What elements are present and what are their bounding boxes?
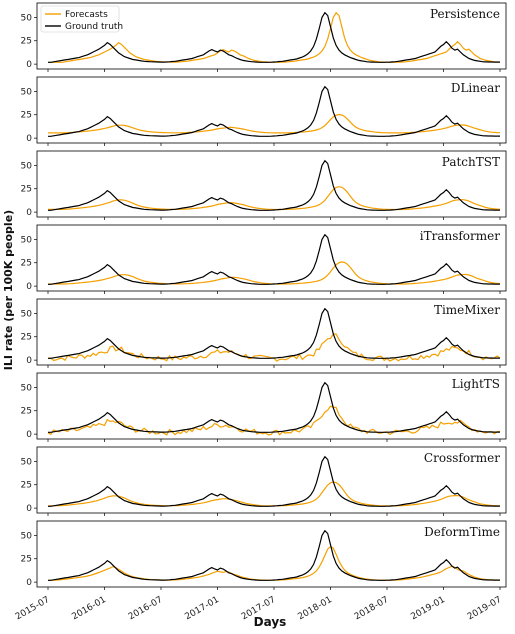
x-tick-label: 2015-07 bbox=[14, 595, 52, 622]
ground-truth-series-line bbox=[48, 307, 500, 359]
panel-title: TimeMixer bbox=[434, 303, 500, 317]
y-tick-label: 50 bbox=[21, 309, 33, 319]
panel-frame bbox=[36, 2, 507, 70]
y-tick-label: 50 bbox=[21, 531, 33, 541]
ground-truth-series-line bbox=[48, 159, 500, 211]
y-tick-label: 25 bbox=[21, 37, 32, 47]
y-tick-label: 50 bbox=[21, 383, 33, 393]
panel-frame bbox=[36, 520, 507, 588]
panel-title: iTransformer bbox=[420, 229, 501, 243]
y-tick-label: 0 bbox=[26, 356, 32, 366]
forecast-series-line bbox=[48, 113, 501, 134]
ground-truth-series-line bbox=[48, 11, 500, 63]
y-tick-label: 25 bbox=[21, 407, 32, 417]
panel-1: 0 25 50 DLinear bbox=[21, 76, 507, 146]
panel-6: 0 25 50 Crossformer bbox=[21, 446, 507, 516]
legend-entry: Ground truth bbox=[65, 22, 123, 32]
panels-group: 0 25 50 Persistence Forecasts Ground truth 0 25… bbox=[14, 2, 507, 622]
y-tick-label: 0 bbox=[26, 282, 32, 292]
y-tick-label: 50 bbox=[21, 457, 33, 467]
panel-title: PatchTST bbox=[442, 155, 500, 169]
panel-4: 0 25 50 TimeMixer bbox=[21, 298, 507, 368]
panel-title: LightTS bbox=[452, 377, 500, 391]
x-tick-label: 2018-01 bbox=[296, 595, 334, 622]
legend-entry: Forecasts bbox=[65, 10, 108, 20]
panel-frame bbox=[36, 372, 507, 440]
ground-truth-series-line bbox=[48, 455, 500, 507]
panel-5: 0 25 50 LightTS bbox=[21, 372, 507, 442]
panel-2: 0 25 50 PatchTST bbox=[21, 150, 507, 220]
y-tick-label: 0 bbox=[26, 134, 32, 144]
ground-truth-series-line bbox=[48, 85, 500, 137]
x-tick-label: 2019-07 bbox=[466, 595, 504, 622]
panel-title: Crossformer bbox=[424, 451, 500, 465]
y-tick-label: 0 bbox=[26, 430, 32, 440]
legend: Forecasts Ground truth bbox=[40, 5, 123, 33]
x-tick-label: 2016-07 bbox=[127, 595, 165, 622]
y-axis-label: ILI rate (per 100K people) bbox=[2, 210, 15, 370]
panel-frame bbox=[36, 76, 507, 144]
y-tick-label: 25 bbox=[21, 555, 32, 565]
forecast-series-line bbox=[48, 261, 501, 285]
y-tick-label: 0 bbox=[26, 504, 32, 514]
panel-frame bbox=[36, 298, 507, 366]
forecast-series-line bbox=[47, 405, 501, 436]
panel-frame bbox=[36, 446, 507, 514]
x-tick-label: 2019-01 bbox=[409, 595, 447, 622]
y-tick-label: 50 bbox=[21, 13, 33, 23]
y-tick-label: 25 bbox=[21, 185, 32, 195]
y-tick-label: 50 bbox=[21, 161, 33, 171]
ground-truth-series-line bbox=[48, 233, 500, 285]
x-tick-label: 2016-01 bbox=[70, 595, 108, 622]
panel-title: Persistence bbox=[430, 7, 500, 21]
panel-title: DLinear bbox=[451, 81, 500, 95]
ground-truth-series-line bbox=[48, 529, 500, 581]
y-tick-label: 0 bbox=[26, 578, 32, 588]
forecast-series-line bbox=[48, 545, 501, 581]
panel-frame bbox=[36, 224, 507, 292]
y-tick-label: 50 bbox=[21, 235, 33, 245]
panel-title: DeformTime bbox=[424, 525, 500, 539]
x-tick-label: 2018-07 bbox=[353, 595, 391, 622]
y-tick-label: 25 bbox=[21, 111, 32, 121]
ground-truth-series-line bbox=[48, 381, 500, 433]
panel-3: 0 25 50 iTransformer bbox=[21, 224, 507, 294]
y-tick-label: 25 bbox=[21, 481, 32, 491]
panel-frame bbox=[36, 150, 507, 218]
x-axis-label: Days bbox=[254, 615, 287, 629]
forecast-series-line bbox=[47, 333, 501, 362]
y-tick-label: 0 bbox=[26, 60, 32, 70]
panel-7: 0 25 50 DeformTime 2015-07 2016-01 2016-07 2017… bbox=[14, 520, 507, 622]
y-tick-label: 25 bbox=[21, 259, 32, 269]
x-tick-label: 2017-01 bbox=[183, 595, 221, 622]
y-tick-label: 50 bbox=[21, 87, 33, 97]
y-tick-label: 25 bbox=[21, 333, 32, 343]
panel-0: 0 25 50 Persistence Forecasts Ground truth bbox=[21, 2, 507, 72]
y-tick-label: 0 bbox=[26, 208, 32, 218]
